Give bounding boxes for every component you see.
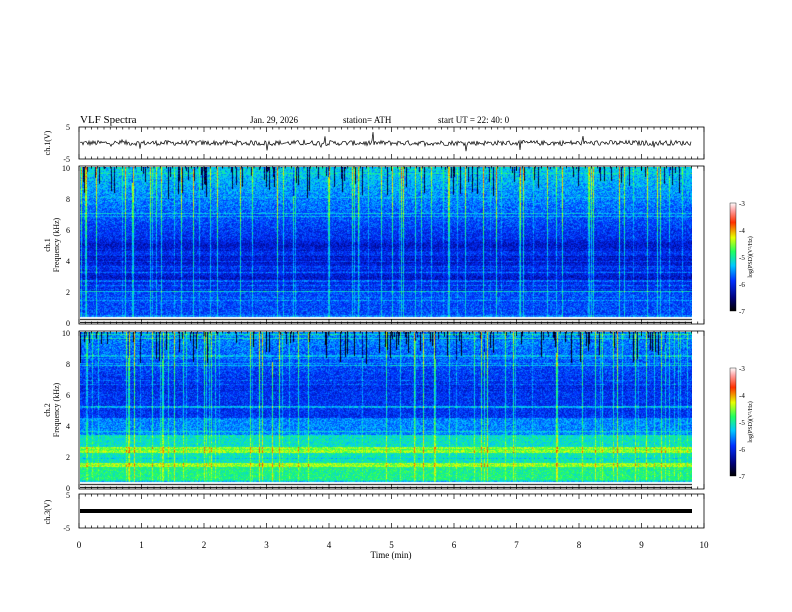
ch2-spectrogram-ticks [78,331,705,489]
ch2-cbar-tick-m6: -6 [739,446,745,454]
date-label: Jan. 29, 2026 [250,115,298,125]
ch1-waveform-trace [79,131,692,152]
time-axis-tick-labels: 0 1 2 3 4 5 6 7 8 9 10 [77,540,709,550]
ch2-freq-tick-2: 2 [66,453,70,462]
time-axis-tick-label: 3 [264,540,269,550]
ch2-freq-tick-4: 4 [66,422,70,431]
ch1-freq-tick-6: 6 [66,226,70,235]
ch1-ytick-bottom: -5 [63,155,70,164]
ch3-waveform-panel: 5 -5 ch.3(V) [43,491,705,533]
ch3-ylabel: ch.3(V) [43,499,52,524]
ch2-cbar-tick-m7: -7 [739,473,745,481]
start-time-label: start UT = 22: 40: 0 [438,115,510,125]
time-axis-tick-label: 10 [700,540,710,550]
ch1-cbar-tick-m4: -4 [739,227,745,235]
ch3-axis-ticks [78,494,705,528]
station-label: station= ATH [343,115,392,125]
ch1-cbar-tick-m5: -5 [739,254,745,262]
figure-title: VLF Spectra [80,114,137,126]
time-axis-tick-label: 5 [389,540,394,550]
time-axis-tick-label: 2 [202,540,207,550]
time-axis-tick-label: 4 [327,540,332,550]
ch2-cbar-tick-m3: -3 [739,365,745,373]
ch1-waveform-panel: 5 -5 ch.1(V) [43,123,705,164]
ch1-axis-ticks [78,127,705,159]
ch2-spectrogram-panel: 0 2 4 6 8 10 ch.2Frequency (kHz) -3 -4 -… [43,329,754,493]
ch2-cbar-tick-m4: -4 [739,392,745,400]
time-axis-tick-label: 8 [577,540,582,550]
ch1-spectrogram-ylabel: ch.1Frequency (kHz) [43,217,61,272]
ch1-cbar-tick-m6: -6 [739,281,745,289]
ch1-ylabel: ch.1(V) [43,130,52,155]
ch2-freq-tick-8: 8 [66,360,70,369]
ch1-cbar-tick-m3: -3 [739,200,745,208]
ch1-cbar-tick-m7: -7 [739,308,745,316]
ch1-freq-tick-10: 10 [62,164,70,173]
time-axis-tick-label: 9 [639,540,644,550]
ch1-freq-tick-8: 8 [66,195,70,204]
ch2-freq-tick-10: 10 [62,329,70,338]
ch1-spectrogram-image [80,167,692,323]
time-axis-tick-label: 1 [139,540,144,550]
time-axis-tick-label: 7 [514,540,519,550]
ch1-ytick-top: 5 [66,123,70,132]
time-axis-tick-label: 0 [77,540,82,550]
ch2-spectrogram-image [80,332,692,488]
ch2-freq-tick-6: 6 [66,391,70,400]
ch3-ytick-bottom: -5 [63,524,70,533]
ch2-colorbar [729,367,737,477]
ch3-waveform-trace [80,509,692,513]
ch1-freq-tick-2: 2 [66,288,70,297]
ch1-spectrogram-panel: 0 2 4 6 8 10 ch.1Frequency (kHz) -3 -4 -… [43,164,754,328]
ch2-cbar-tick-m5: -5 [739,419,745,427]
ch3-ytick-top: 5 [66,491,70,500]
ch2-cbar-label: log(PSD)(V²/Hz) [747,401,754,442]
ch2-freq-tick-0: 0 [66,484,70,493]
ch1-colorbar [729,202,737,312]
ch1-freq-tick-4: 4 [66,257,70,266]
ch2-spectrogram-ylabel: ch.2Frequency (kHz) [43,382,61,437]
ch1-cbar-label: log(PSD)(V²/Hz) [747,236,754,277]
time-axis-tick-label: 6 [452,540,457,550]
ch1-freq-tick-0: 0 [66,319,70,328]
time-axis-label: Time (min) [371,550,412,560]
ch1-spectrogram-ticks [78,166,705,324]
